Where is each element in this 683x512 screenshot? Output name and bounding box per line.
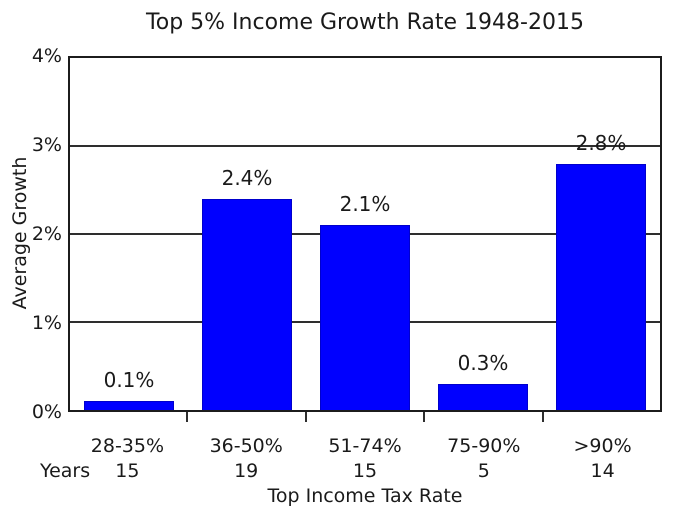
y-axis-tick-labels: 0% 1% 2% 3% 4% xyxy=(0,45,62,423)
category-label-row: 28-35% 36-50% 51-74% 75-90% >90% xyxy=(68,435,662,457)
years-row-label: Years xyxy=(40,460,91,482)
category-label: >90% xyxy=(573,435,632,457)
bar-value-label: 0.3% xyxy=(457,350,509,375)
x-axis-ticks xyxy=(68,412,662,424)
bar-51-74% xyxy=(320,225,410,410)
bar-value-label: 2.4% xyxy=(221,165,273,190)
y-tick-label-3pct: 3% xyxy=(31,134,62,156)
years-value: 15 xyxy=(352,460,378,482)
x-boundary-tick xyxy=(423,412,426,422)
bar-36-50% xyxy=(202,198,292,410)
x-boundary-tick xyxy=(304,412,307,422)
bar-28-35% xyxy=(84,401,174,410)
bar-value-label: 2.8% xyxy=(575,130,627,155)
years-value-row: 15 19 15 5 14 xyxy=(68,460,662,482)
bar-value-label: 0.1% xyxy=(103,368,155,393)
x-boundary-tick xyxy=(185,412,188,422)
years-value: 15 xyxy=(115,460,140,482)
y-tick-label-1pct: 1% xyxy=(31,312,62,334)
category-label: 36-50% xyxy=(209,435,283,457)
x-boundary-tick xyxy=(542,412,545,422)
years-value: 5 xyxy=(477,460,490,482)
plot-area: 0.1% 2.4% 2.1% 0.3% 2.8% xyxy=(68,56,662,412)
bar-75-90% xyxy=(438,383,528,410)
gridline-3pct xyxy=(70,145,660,147)
bar->90% xyxy=(556,163,646,410)
y-tick-label-4pct: 4% xyxy=(31,45,62,67)
category-label: 51-74% xyxy=(328,435,402,457)
x-axis-label: Top Income Tax Rate xyxy=(267,485,463,507)
years-value: 14 xyxy=(590,460,615,482)
category-label: 28-35% xyxy=(90,435,165,457)
years-value: 19 xyxy=(234,460,259,482)
y-tick-label-0pct: 0% xyxy=(31,401,62,423)
category-label: 75-90% xyxy=(447,435,521,457)
y-tick-label-2pct: 2% xyxy=(31,223,62,245)
chart-title: Top 5% Income Growth Rate 1948-2015 xyxy=(146,10,584,35)
bar-value-label: 2.1% xyxy=(339,192,391,217)
